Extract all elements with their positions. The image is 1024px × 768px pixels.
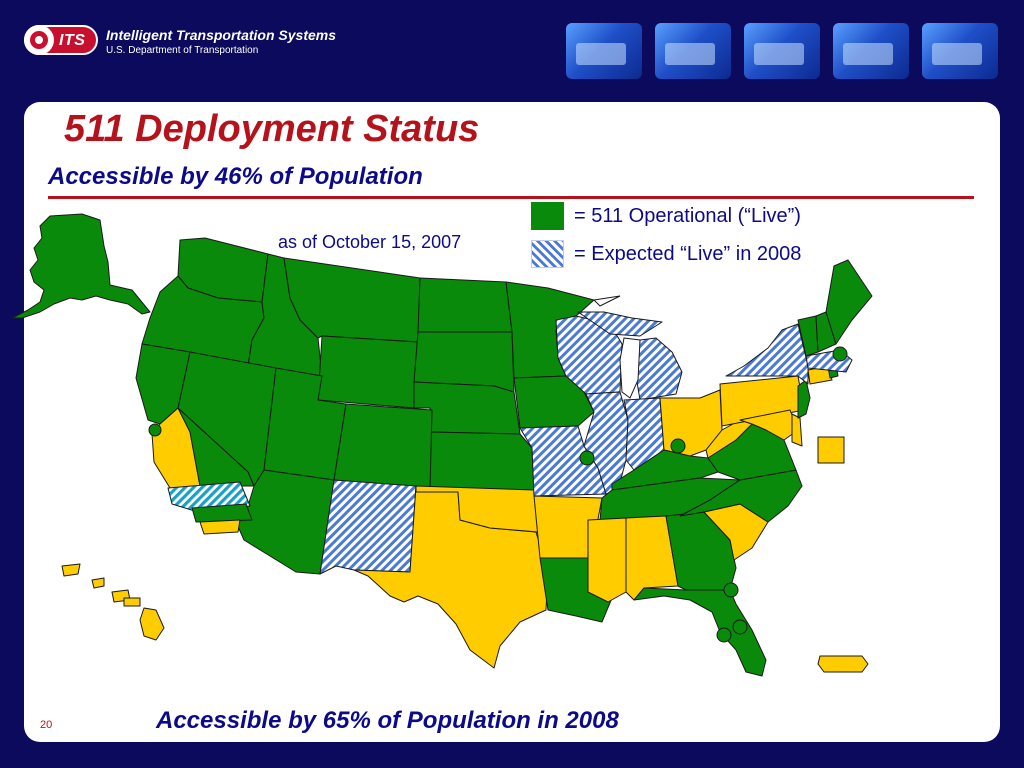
- lake-michigan: [619, 337, 641, 399]
- photo-traffic: [744, 23, 820, 79]
- state-alaska: [11, 213, 151, 319]
- state-hawaii-2: [91, 577, 105, 589]
- state-new-york: [725, 323, 809, 385]
- state-maine: [825, 259, 873, 345]
- legend-expected-label: = Expected “Live” in 2008: [574, 242, 802, 265]
- photo-semi-truck: [922, 23, 998, 79]
- title-divider: [48, 196, 974, 199]
- legend-swatch-hatch: [531, 240, 564, 268]
- state-mississippi: [587, 517, 627, 603]
- as-of-date: as of October 15, 2007: [278, 232, 462, 252]
- logo-swirl-icon: [24, 25, 54, 55]
- marker-cincinnati: [670, 438, 686, 454]
- marker-st-louis: [579, 450, 595, 466]
- marker-san-francisco: [148, 423, 162, 437]
- marker-orlando: [732, 619, 748, 635]
- california-san-diego: [199, 519, 241, 535]
- footer-text: Accessible by 65% of Population in 2008: [156, 707, 619, 734]
- state-north-dakota: [417, 277, 513, 333]
- california-south: [191, 503, 253, 523]
- dot-logo: ITS: [24, 25, 98, 55]
- state-michigan-lower: [635, 337, 683, 401]
- photo-city-bridge: [833, 23, 909, 79]
- org-name: Intelligent Transportation Systems: [106, 27, 337, 43]
- legend-expected: = Expected “Live” in 2008: [531, 239, 801, 269]
- state-florida: [633, 587, 767, 677]
- state-wyoming: [317, 335, 419, 409]
- state-michigan: [577, 311, 663, 337]
- org-subtitle: U.S. Department of Transportation: [106, 45, 259, 56]
- page-number: 20: [40, 719, 53, 731]
- photo-truck: [655, 23, 731, 79]
- marker-jacksonville: [723, 582, 739, 598]
- state-colorado: [333, 403, 433, 491]
- marker-boston: [832, 346, 848, 362]
- state-hawaii: [61, 563, 81, 577]
- territory-puerto-rico: [817, 655, 869, 673]
- legend-swatch-green: [531, 202, 564, 230]
- state-hawaii-big: [139, 607, 165, 641]
- state-new-mexico: [319, 479, 417, 575]
- photo-highway-night: [566, 23, 642, 79]
- state-delaware: [791, 413, 803, 447]
- great-lakes: [592, 295, 621, 307]
- logo-text: ITS: [59, 32, 86, 49]
- legend-operational: = 511 Operational (“Live”): [531, 201, 801, 231]
- state-kansas: [427, 431, 535, 491]
- marker-tampa: [716, 627, 732, 643]
- state-hawaii-4: [123, 597, 141, 607]
- header-bar: ITS Intelligent Transportation Systems U…: [0, 0, 1024, 96]
- district-of-columbia: [817, 436, 845, 464]
- legend-operational-label: = 511 Operational (“Live”): [574, 204, 801, 227]
- state-maryland: [739, 409, 799, 441]
- state-new-jersey: [797, 379, 811, 419]
- slide-title: 511 Deployment Status: [64, 108, 480, 150]
- slide-subtitle: Accessible by 46% of Population: [48, 163, 423, 190]
